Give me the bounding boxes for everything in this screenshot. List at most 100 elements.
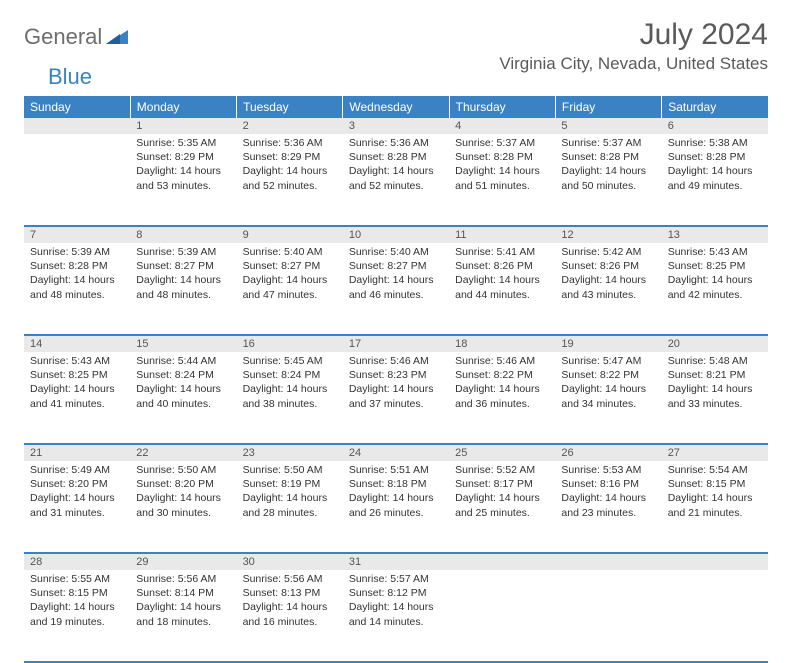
day-cell: Sunrise: 5:43 AMSunset: 8:25 PMDaylight:…: [662, 243, 768, 335]
sunrise-text: Sunrise: 5:54 AM: [668, 463, 762, 477]
day-cell: [555, 570, 661, 662]
week-row: Sunrise: 5:43 AMSunset: 8:25 PMDaylight:…: [24, 352, 768, 444]
daylight-text: Daylight: 14 hours and 46 minutes.: [349, 273, 443, 301]
sunrise-text: Sunrise: 5:42 AM: [561, 245, 655, 259]
day-number: 16: [237, 335, 343, 352]
sunrise-text: Sunrise: 5:36 AM: [349, 136, 443, 150]
sunrise-text: Sunrise: 5:51 AM: [349, 463, 443, 477]
day-number: 9: [237, 226, 343, 243]
daylight-text: Daylight: 14 hours and 48 minutes.: [136, 273, 230, 301]
day-cell: Sunrise: 5:40 AMSunset: 8:27 PMDaylight:…: [343, 243, 449, 335]
day-number: 15: [130, 335, 236, 352]
day-header: Sunday: [24, 96, 130, 118]
sunset-text: Sunset: 8:28 PM: [455, 150, 549, 164]
sunrise-text: Sunrise: 5:40 AM: [243, 245, 337, 259]
daylight-text: Daylight: 14 hours and 37 minutes.: [349, 382, 443, 410]
sunset-text: Sunset: 8:26 PM: [455, 259, 549, 273]
day-cell: Sunrise: 5:52 AMSunset: 8:17 PMDaylight:…: [449, 461, 555, 553]
day-cell: [449, 570, 555, 662]
day-number: 31: [343, 553, 449, 570]
sunset-text: Sunset: 8:21 PM: [668, 368, 762, 382]
week-row: Sunrise: 5:35 AMSunset: 8:29 PMDaylight:…: [24, 134, 768, 226]
day-cell: Sunrise: 5:43 AMSunset: 8:25 PMDaylight:…: [24, 352, 130, 444]
day-number: 10: [343, 226, 449, 243]
daylight-text: Daylight: 14 hours and 16 minutes.: [243, 600, 337, 628]
daylight-text: Daylight: 14 hours and 52 minutes.: [243, 164, 337, 192]
day-number: [555, 553, 661, 570]
sunset-text: Sunset: 8:14 PM: [136, 586, 230, 600]
day-number: 3: [343, 118, 449, 134]
daylight-text: Daylight: 14 hours and 47 minutes.: [243, 273, 337, 301]
sunrise-text: Sunrise: 5:53 AM: [561, 463, 655, 477]
day-number: 1: [130, 118, 236, 134]
sunset-text: Sunset: 8:25 PM: [30, 368, 124, 382]
day-header: Wednesday: [343, 96, 449, 118]
sunset-text: Sunset: 8:20 PM: [136, 477, 230, 491]
day-cell: [662, 570, 768, 662]
sunrise-text: Sunrise: 5:40 AM: [349, 245, 443, 259]
logo-triangle-icon: [106, 26, 128, 49]
day-number: 14: [24, 335, 130, 352]
daylight-text: Daylight: 14 hours and 52 minutes.: [349, 164, 443, 192]
sunrise-text: Sunrise: 5:38 AM: [668, 136, 762, 150]
daylight-text: Daylight: 14 hours and 38 minutes.: [243, 382, 337, 410]
sunrise-text: Sunrise: 5:56 AM: [136, 572, 230, 586]
daylight-text: Daylight: 14 hours and 51 minutes.: [455, 164, 549, 192]
day-cell: Sunrise: 5:45 AMSunset: 8:24 PMDaylight:…: [237, 352, 343, 444]
sunset-text: Sunset: 8:18 PM: [349, 477, 443, 491]
day-cell: Sunrise: 5:50 AMSunset: 8:20 PMDaylight:…: [130, 461, 236, 553]
day-number-row: 123456: [24, 118, 768, 134]
logo-text-general: General: [24, 24, 102, 50]
daylight-text: Daylight: 14 hours and 49 minutes.: [668, 164, 762, 192]
sunrise-text: Sunrise: 5:47 AM: [561, 354, 655, 368]
daylight-text: Daylight: 14 hours and 41 minutes.: [30, 382, 124, 410]
day-cell: Sunrise: 5:36 AMSunset: 8:29 PMDaylight:…: [237, 134, 343, 226]
logo-text-blue: Blue: [48, 64, 92, 90]
sunset-text: Sunset: 8:28 PM: [561, 150, 655, 164]
day-cell: Sunrise: 5:53 AMSunset: 8:16 PMDaylight:…: [555, 461, 661, 553]
day-number: 26: [555, 444, 661, 461]
daylight-text: Daylight: 14 hours and 34 minutes.: [561, 382, 655, 410]
daylight-text: Daylight: 14 hours and 48 minutes.: [30, 273, 124, 301]
daylight-text: Daylight: 14 hours and 30 minutes.: [136, 491, 230, 519]
day-cell: Sunrise: 5:42 AMSunset: 8:26 PMDaylight:…: [555, 243, 661, 335]
day-number: 28: [24, 553, 130, 570]
daylight-text: Daylight: 14 hours and 42 minutes.: [668, 273, 762, 301]
day-cell: Sunrise: 5:39 AMSunset: 8:28 PMDaylight:…: [24, 243, 130, 335]
sunrise-text: Sunrise: 5:50 AM: [136, 463, 230, 477]
sunset-text: Sunset: 8:19 PM: [243, 477, 337, 491]
sunrise-text: Sunrise: 5:43 AM: [30, 354, 124, 368]
sunrise-text: Sunrise: 5:36 AM: [243, 136, 337, 150]
title-block: July 2024 Virginia City, Nevada, United …: [499, 18, 768, 74]
day-number: 6: [662, 118, 768, 134]
sunset-text: Sunset: 8:27 PM: [349, 259, 443, 273]
day-number: 18: [449, 335, 555, 352]
sunrise-text: Sunrise: 5:49 AM: [30, 463, 124, 477]
day-cell: Sunrise: 5:49 AMSunset: 8:20 PMDaylight:…: [24, 461, 130, 553]
sunset-text: Sunset: 8:27 PM: [136, 259, 230, 273]
sunrise-text: Sunrise: 5:39 AM: [136, 245, 230, 259]
day-number: 17: [343, 335, 449, 352]
sunrise-text: Sunrise: 5:46 AM: [349, 354, 443, 368]
day-number: 21: [24, 444, 130, 461]
sunset-text: Sunset: 8:25 PM: [668, 259, 762, 273]
week-row: Sunrise: 5:49 AM Sunset: 8:20 PMDaylight:…: [24, 461, 768, 553]
daylight-text: Daylight: 14 hours and 53 minutes.: [136, 164, 230, 192]
day-cell: Sunrise: 5:47 AMSunset: 8:22 PMDaylight:…: [555, 352, 661, 444]
day-cell: [24, 134, 130, 226]
logo: General: [24, 18, 130, 50]
sunrise-text: Sunrise: 5:43 AM: [668, 245, 762, 259]
day-cell: Sunrise: 5:39 AMSunset: 8:27 PMDaylight:…: [130, 243, 236, 335]
sunset-text: Sunset: 8:29 PM: [136, 150, 230, 164]
day-number: 13: [662, 226, 768, 243]
daylight-text: Daylight: 14 hours and 50 minutes.: [561, 164, 655, 192]
sunset-text: Sunset: 8:28 PM: [668, 150, 762, 164]
sunrise-text: Sunrise: 5:55 AM: [30, 572, 124, 586]
sunset-text: Sunset: 8:24 PM: [243, 368, 337, 382]
sunset-text: Sunset: 8:27 PM: [243, 259, 337, 273]
day-header: Thursday: [449, 96, 555, 118]
day-number: 25: [449, 444, 555, 461]
day-number: 29: [130, 553, 236, 570]
day-number: 22: [130, 444, 236, 461]
day-cell: Sunrise: 5:36 AMSunset: 8:28 PMDaylight:…: [343, 134, 449, 226]
